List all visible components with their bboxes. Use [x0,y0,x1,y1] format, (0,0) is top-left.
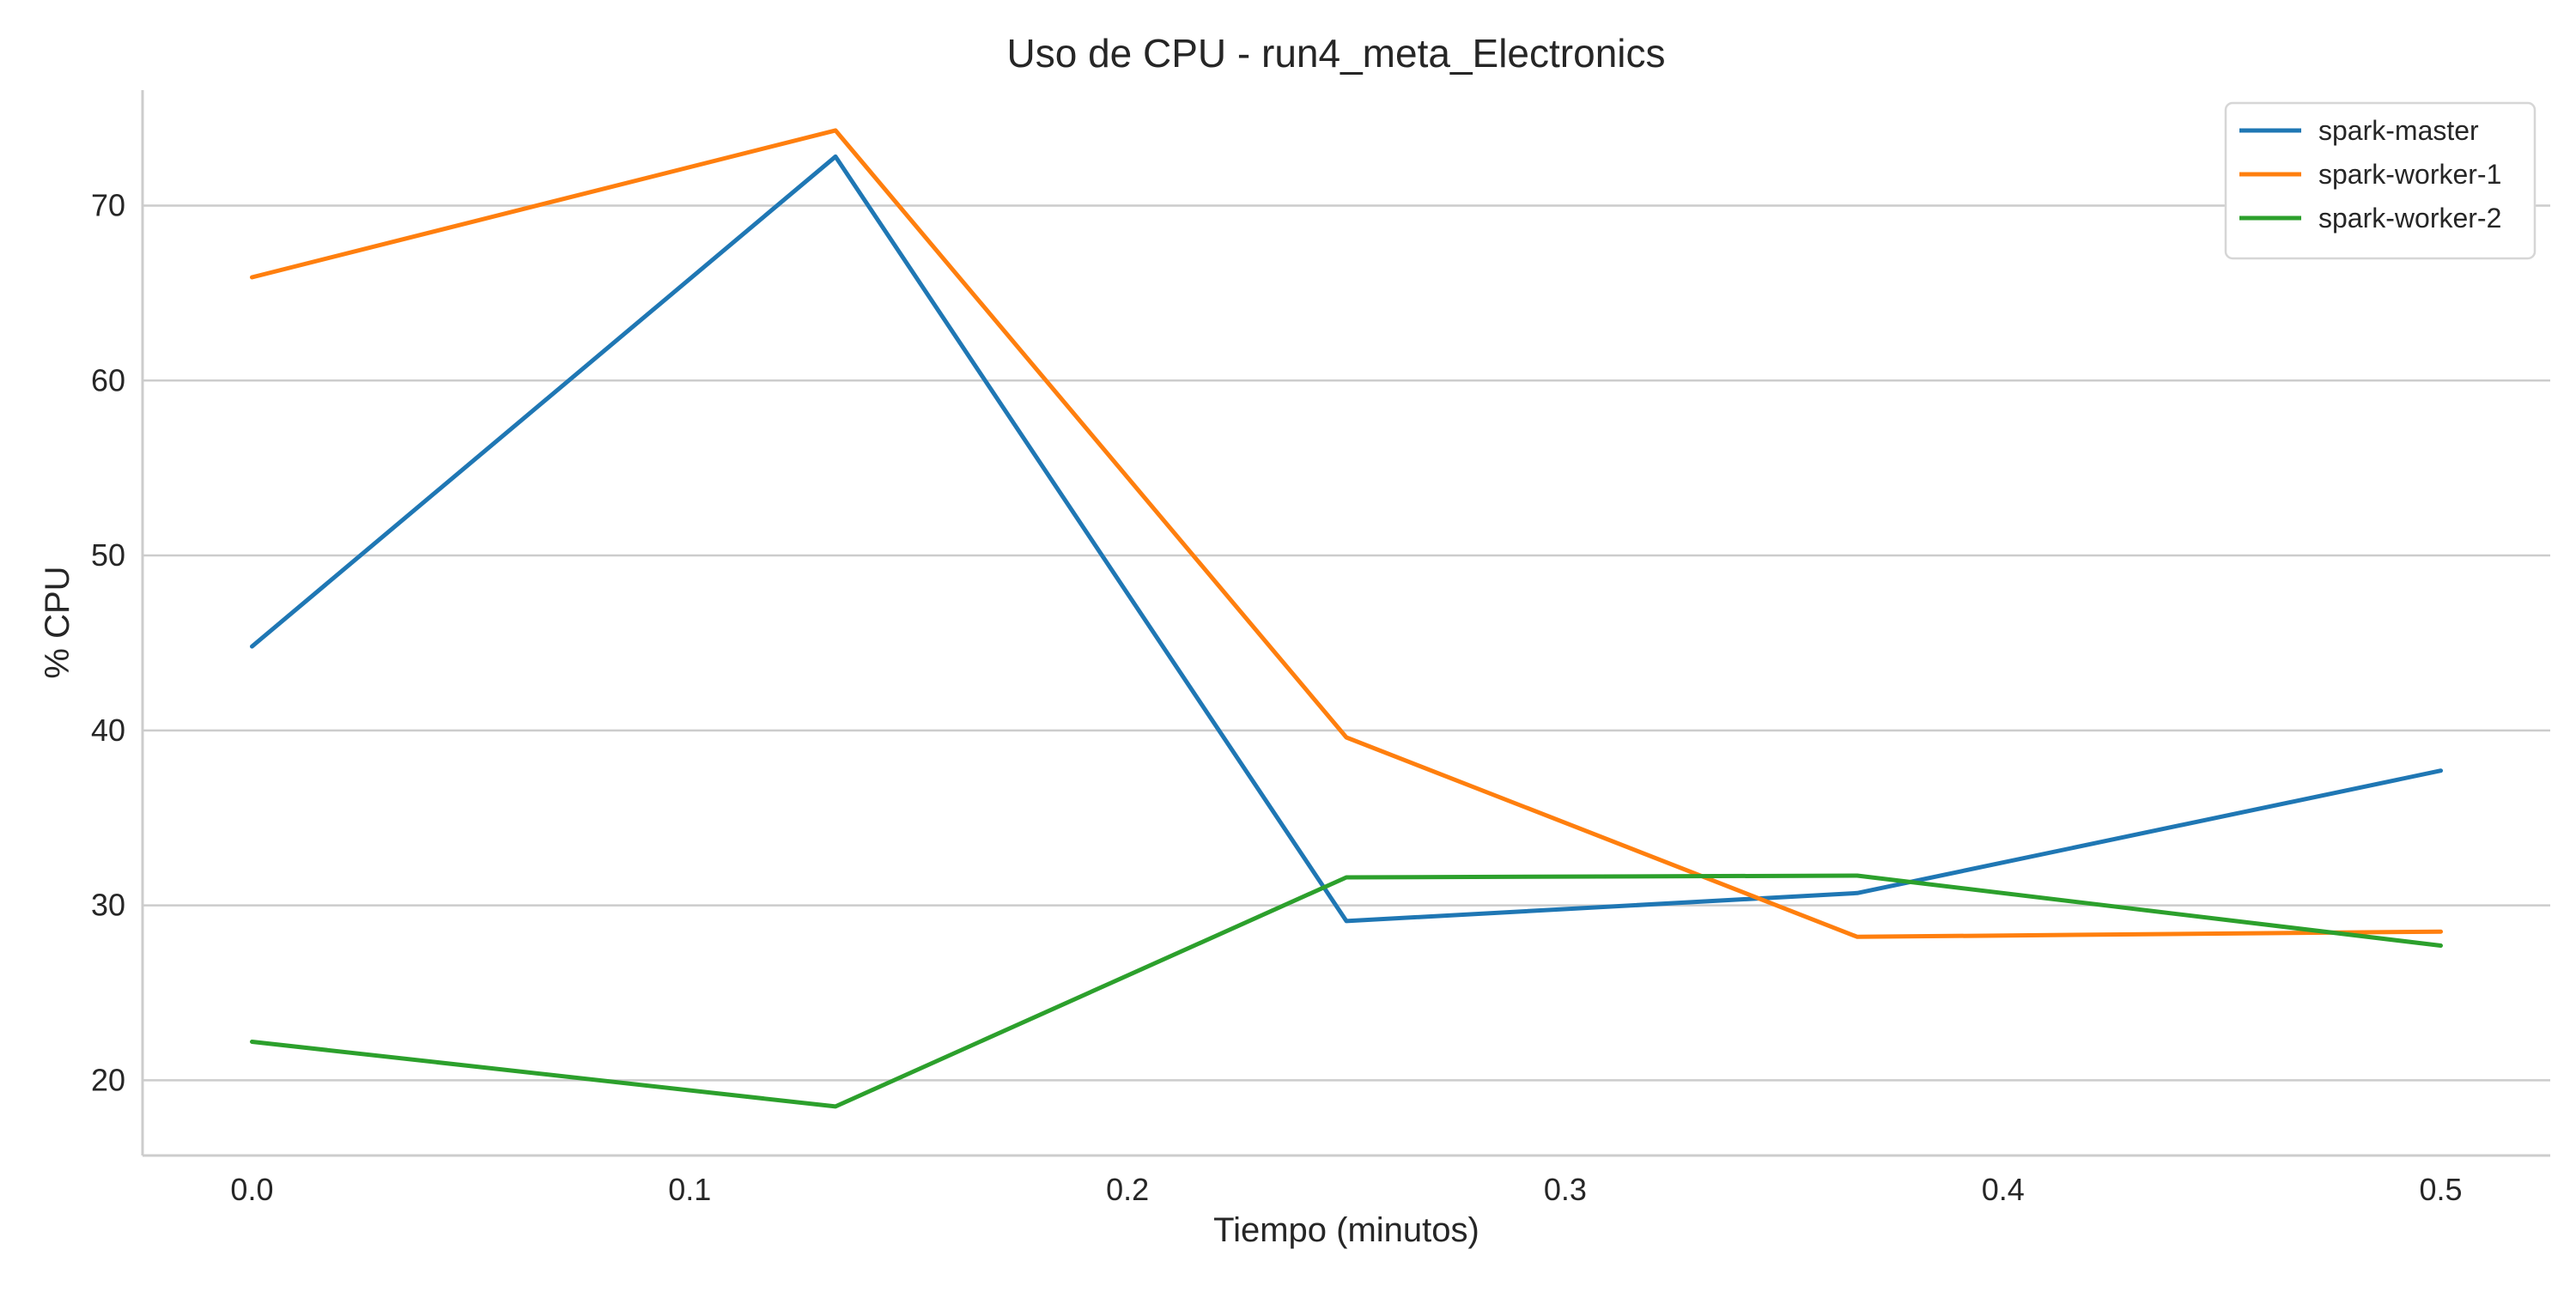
legend-label: spark-worker-2 [2318,203,2501,234]
y-tick-label: 30 [91,888,125,923]
chart-title: Uso de CPU - run4_meta_Electronics [1007,31,1666,76]
series-layer [250,128,2443,1109]
legend: spark-master spark-worker-1 spark-worker-2 [2224,101,2537,260]
y-tick-label: 40 [91,713,125,748]
tick-labels: 20 30 40 50 60 70 0.0 0.1 0.2 0.3 0.4 0.5 [91,187,2463,1207]
x-tick-label: 0.2 [1106,1172,1149,1207]
y-axis-label: % CPU [39,566,76,678]
legend-frame [2224,101,2537,260]
axes-layer [141,90,2550,1157]
x-tick-label: 0.0 [230,1172,273,1207]
y-tick-label: 60 [91,362,125,397]
x-axis-label: Tiempo (minutos) [1213,1211,1479,1249]
legend-label: spark-worker-1 [2318,159,2501,190]
series-line-spark-worker-2 [250,873,2443,1109]
legend-label: spark-master [2318,115,2479,146]
series-line-spark-master [250,154,2443,924]
y-tick-label: 70 [91,187,125,222]
y-tick-label: 50 [91,537,125,573]
x-tick-label: 0.1 [668,1172,711,1207]
y-tick-label: 20 [91,1062,125,1097]
series-line-spark-worker-1 [250,128,2443,939]
x-tick-label: 0.5 [2420,1172,2463,1207]
x-tick-label: 0.3 [1544,1172,1587,1207]
x-tick-label: 0.4 [1982,1172,2025,1207]
grid-layer [143,204,2550,1082]
